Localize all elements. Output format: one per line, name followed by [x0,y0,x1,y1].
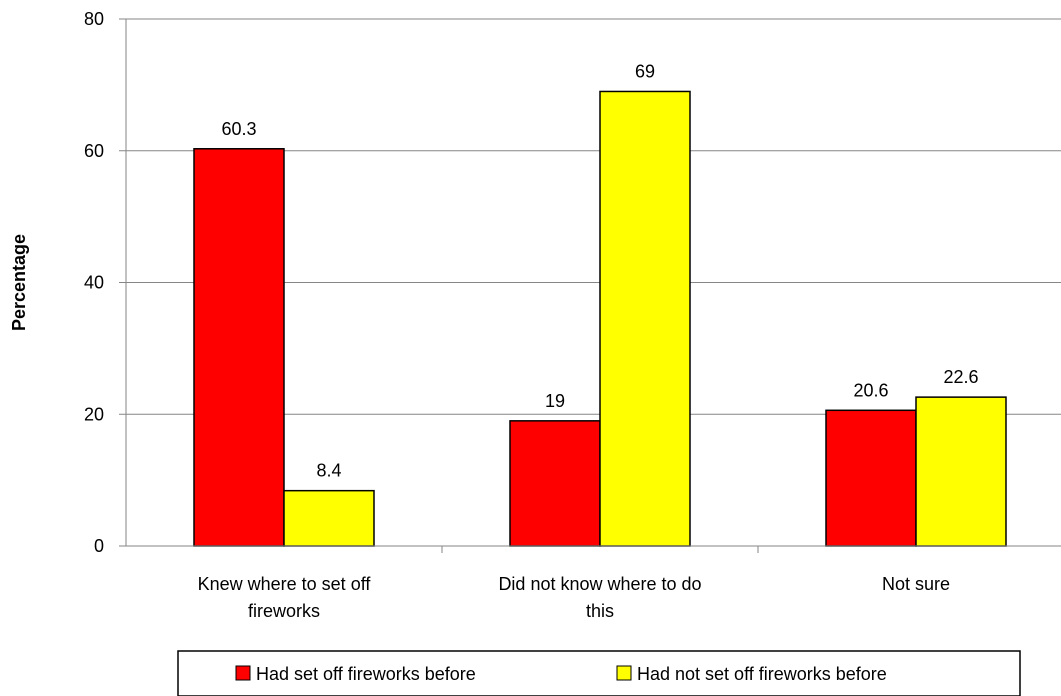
legend-swatch-had-not-set-off [616,665,632,681]
y-tick-label: 80 [84,9,104,29]
bar [283,489,375,547]
data-label: 20.6 [853,380,888,400]
labels: 0 20 40 60 80 60.3 8.4 Knew where to set off fir… [84,9,979,621]
data-label: 22.6 [943,367,978,387]
y-axis-title: Percentage [9,234,29,331]
y-tick-label: 0 [94,536,104,556]
y-tick-label: 60 [84,141,104,161]
legend-box [177,650,1021,696]
y-tick-label: 20 [84,404,104,424]
x-tick-label: this [586,601,614,621]
bar [825,409,917,547]
bar [193,148,285,547]
x-tick-label: Did not know where to do [498,574,701,594]
bar [915,396,1007,547]
bars [193,90,1007,547]
legend-label-had-not-set-off: Had not set off fireworks before [637,664,887,684]
legend-label-had-set-off: Had set off fireworks before [256,664,476,684]
legend: Had set off fireworks before Had not set… [177,650,1021,696]
x-tick-label: Knew where to set off [198,574,372,594]
bar [599,90,691,547]
axes [119,18,1061,553]
y-tick-label: 40 [84,273,104,293]
x-tick-label: fireworks [248,601,320,621]
data-label: 69 [635,61,655,81]
legend-swatch-had-set-off [235,665,251,681]
x-tick-label: Not sure [882,574,950,594]
data-label: 60.3 [221,119,256,139]
data-label: 8.4 [316,461,341,481]
bar [509,420,601,547]
data-label: 19 [545,391,565,411]
